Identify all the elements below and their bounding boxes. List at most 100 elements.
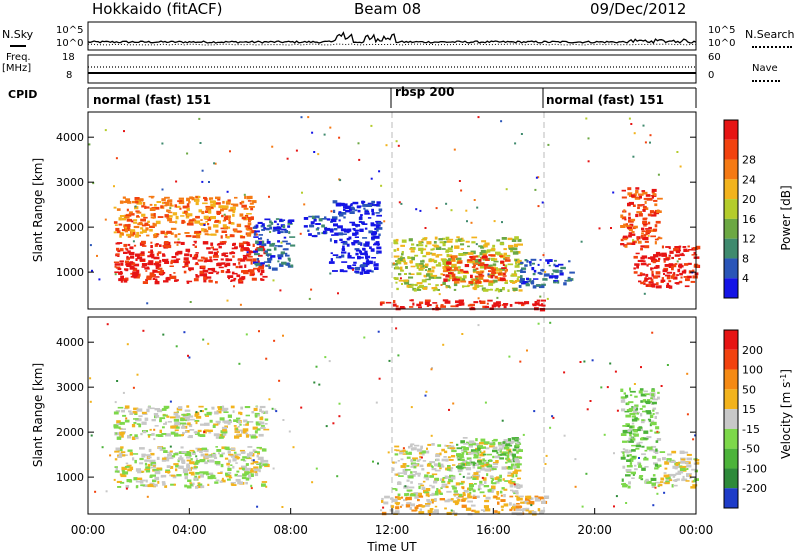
cpid-segment-2: rbsp 200 <box>395 85 454 99</box>
cpid-segment-1: normal (fast) 151 <box>93 93 211 107</box>
noise-right-label: N.Search <box>745 28 795 41</box>
xtick-label-5: 20:00 <box>577 523 612 537</box>
power-region-7 <box>442 254 511 284</box>
velocity-colorbar-swatch-8 <box>724 488 738 508</box>
power-colorbar-tick-6: 28 <box>742 154 756 167</box>
velocity-colorbar-tick-6: -100 <box>742 462 767 475</box>
freq-panel-frame <box>87 54 697 84</box>
panel0-ytick-label-0: 1000 <box>56 266 84 279</box>
velocity-region-3 <box>392 441 523 498</box>
nave-tick-bottom: 0 <box>708 70 715 81</box>
cpid-label: CPID <box>8 88 38 101</box>
noise-panel-frame <box>87 21 697 51</box>
velocity-colorbar-tick-3: 15 <box>742 403 756 416</box>
velocity-colorbar-swatch-4 <box>724 409 738 429</box>
panel1-ytick-label-1: 2000 <box>56 426 84 439</box>
noise-left-label: N.Sky <box>2 28 34 41</box>
panel1-ytick-label-3: 4000 <box>56 336 84 349</box>
power-y-axis: 1000 2000 3000 4000 <box>56 131 696 279</box>
velocity-colorbar-label-end: ] <box>779 369 793 374</box>
velocity-region-0 <box>114 446 270 489</box>
power-colorbar-swatch-0 <box>724 120 738 140</box>
panel1-ytick-label-2: 3000 <box>56 381 84 394</box>
power-colorbar-swatch-1 <box>724 139 738 160</box>
xaxis-title: Time UT <box>366 540 417 554</box>
noise-tick-top-left: 10^5 <box>56 25 84 36</box>
power-colorbar-swatch-5 <box>724 218 738 239</box>
power-region-9 <box>633 245 701 289</box>
velocity-colorbar-swatch-2 <box>724 369 738 390</box>
nsearch-series <box>87 43 697 46</box>
velocity-colorbar-tick-4: -15 <box>742 423 760 436</box>
velocity-colorbar-label-main: Velocity [m s <box>779 382 793 459</box>
velocity-colorbar-label: Velocity [m s-1] <box>779 369 793 459</box>
velocity-colorbar-tick-5: -50 <box>742 443 760 456</box>
velocity-colorbar-swatch-3 <box>724 389 738 410</box>
panel0-ytick-label-2: 3000 <box>56 176 84 189</box>
power-colorbar-swatch-2 <box>724 159 738 180</box>
panel0-ytick-label-3: 4000 <box>56 131 84 144</box>
power-colorbar-tick-5: 24 <box>742 173 756 186</box>
power-colorbar-tick-0: 4 <box>742 272 749 285</box>
velocity-region-6 <box>658 450 700 489</box>
xtick-label-6: 00:00 <box>679 523 714 537</box>
velocity-heatmap <box>89 317 700 516</box>
nave-tick-top: 60 <box>708 52 721 63</box>
velocity-colorbar-swatch-6 <box>724 448 738 469</box>
velocity-colorbar-swatch-5 <box>724 428 738 449</box>
beam-title: Beam 08 <box>354 0 422 18</box>
velocity-colorbar-tick-7: -200 <box>742 482 767 495</box>
power-colorbar-swatch-8 <box>724 278 738 298</box>
power-region-3 <box>303 215 331 238</box>
velocity-colorbar-tick-1: 100 <box>742 364 763 377</box>
velocity-region-4 <box>455 437 523 471</box>
power-region-2 <box>252 218 296 271</box>
panel1-ytick-label-0: 1000 <box>56 471 84 484</box>
power-colorbar-label: Power [dB] <box>779 185 793 250</box>
power-colorbar-frame <box>723 119 739 299</box>
velocity-scatter <box>89 321 697 512</box>
nave-label: Nave <box>752 63 778 74</box>
power-colorbar-swatch-3 <box>724 179 738 200</box>
velocity-y-axis: 1000 2000 3000 4000 <box>56 336 696 484</box>
xtick-label-1: 04:00 <box>172 523 207 537</box>
freq-tick-bottom: 8 <box>66 70 73 81</box>
velocity-colorbar-swatch-0 <box>724 330 738 350</box>
nsky-legend-line <box>10 45 26 47</box>
velocity-colorbar-tick-2: 50 <box>742 383 756 396</box>
freq-left-label: Freq. <box>6 52 31 63</box>
xtick-label-4: 16:00 <box>476 523 511 537</box>
power-region-8 <box>518 258 575 289</box>
velocity-colorbar-tick-0: 200 <box>742 344 763 357</box>
power-colorbar-tick-3: 16 <box>742 213 756 226</box>
power-colorbar: 4 8 12 16 20 24 28 <box>723 119 756 299</box>
nsearch-legend-line <box>752 46 792 48</box>
noise-tick-bottom-right: 10^0 <box>708 38 736 49</box>
velocity-region-1 <box>113 405 270 440</box>
freq-tick-top: 18 <box>62 52 75 63</box>
velocity-colorbar-swatch-7 <box>724 468 738 489</box>
xtick-label-2: 08:00 <box>273 523 308 537</box>
station-title: Hokkaido (fitACF) <box>92 0 223 18</box>
date-title: 09/Dec/2012 <box>590 0 687 18</box>
power-colorbar-swatch-4 <box>724 199 738 219</box>
power-region-1 <box>113 195 257 239</box>
cpid-segment-3: normal (fast) 151 <box>546 93 664 107</box>
nave-legend-line <box>752 80 780 82</box>
xtick-label-0: 00:00 <box>71 523 106 537</box>
velocity-colorbar-frame <box>723 329 739 509</box>
velocity-colorbar: 200 100 50 15 -15 -50 -100 -200 <box>723 329 767 509</box>
velocity-ylabel: Slant Range [km] <box>31 363 45 467</box>
freq-left-unit: [MHz] <box>2 63 32 74</box>
noise-tick-bottom-left: 10^0 <box>56 38 84 49</box>
panel0-ytick-label-1: 2000 <box>56 221 84 234</box>
power-region-5 <box>379 299 546 312</box>
nsky-series <box>87 31 697 45</box>
power-colorbar-swatch-6 <box>724 238 738 259</box>
power-colorbar-tick-2: 12 <box>742 233 756 246</box>
time-x-axis: 00:00 04:00 08:00 12:00 16:00 20:00 00:00 <box>71 508 714 537</box>
velocity-region-2 <box>380 495 550 516</box>
power-panel-frame <box>87 111 697 310</box>
power-colorbar-tick-1: 8 <box>742 252 749 265</box>
